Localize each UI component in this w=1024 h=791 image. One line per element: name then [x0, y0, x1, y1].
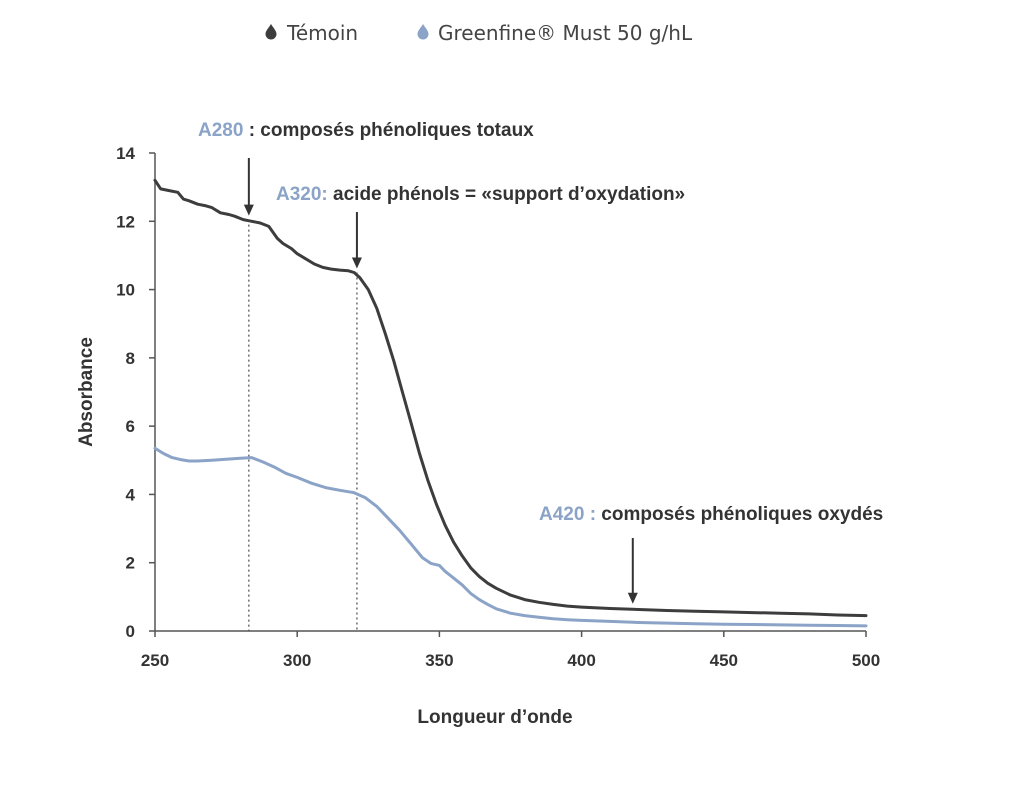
series-line-temoin	[153, 178, 868, 618]
x-tick-label: 500	[852, 651, 880, 670]
drop-icon	[265, 24, 277, 40]
annotation-a320: A320: acide phénols = «support d’oxydati…	[276, 184, 685, 205]
x-axis-ticks: 250 300 350 400 450 500	[141, 631, 880, 670]
x-tick-label: 250	[141, 651, 169, 670]
legend-label-greenfine: Greenfine® Must 50 g/hL	[438, 21, 693, 45]
y-tick-label: 14	[116, 144, 135, 163]
drop-icon	[417, 24, 429, 40]
series-line-greenfine	[153, 446, 868, 628]
legend-item-greenfine: Greenfine® Must 50 g/hL	[417, 21, 693, 45]
x-tick-label: 400	[567, 651, 595, 670]
y-axis-ticks: 0 2 4 6 8 10 12 14	[116, 144, 155, 641]
x-tick-label: 300	[283, 651, 311, 670]
y-tick-label: 8	[126, 349, 135, 368]
series-layer	[153, 178, 868, 628]
annotation-a320-text: acide phénols = «support d’oxydation»	[328, 184, 685, 205]
y-axis-title: Absorbance	[76, 337, 97, 447]
annotation-a280: A280 : composés phénoliques totaux	[198, 120, 534, 141]
annotation-a280-text: : composés phénoliques totaux	[243, 120, 534, 141]
arrow-head-icon	[243, 204, 254, 216]
legend-label-temoin: Témoin	[286, 21, 358, 45]
annotation-a420: A420 : composés phénoliques oxydés	[539, 504, 883, 525]
arrow-head-icon	[351, 257, 362, 269]
y-tick-label: 10	[116, 281, 135, 300]
legend-item-temoin: Témoin	[265, 21, 358, 45]
x-tick-label: 450	[710, 651, 738, 670]
arrow-head-icon	[627, 592, 638, 604]
annotation-a420-label: A420 :	[539, 504, 596, 525]
y-tick-label: 2	[126, 554, 135, 573]
legend: Témoin Greenfine® Must 50 g/hL	[265, 21, 693, 45]
reference-lines	[248, 219, 358, 631]
x-tick-label: 350	[425, 651, 453, 670]
y-tick-label: 12	[116, 212, 135, 231]
annotation-arrows	[243, 158, 638, 604]
annotation-a280-label: A280	[198, 120, 243, 141]
x-axis-title: Longueur d’onde	[417, 707, 572, 728]
annotation-a420-text: composés phénoliques oxydés	[596, 504, 883, 525]
y-tick-label: 6	[126, 417, 135, 436]
y-tick-label: 4	[126, 485, 136, 504]
annotation-a320-label: A320:	[276, 184, 328, 205]
y-tick-label: 0	[126, 622, 135, 641]
